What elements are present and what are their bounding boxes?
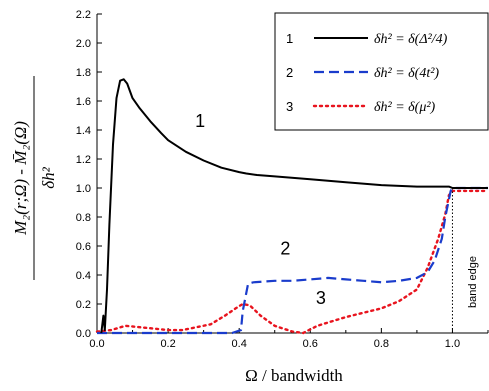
curve-annotations: 1 2 3 xyxy=(195,111,326,308)
legend-label: δh² = δ(μ²) xyxy=(374,100,436,115)
x-axis-label: Ω / bandwidth xyxy=(245,366,343,385)
series-line-2 xyxy=(97,186,488,335)
y-tick-label: 0.8 xyxy=(76,212,91,224)
series-line-3 xyxy=(95,189,489,335)
series-line-1 xyxy=(100,78,488,334)
y-tick-label: 1.0 xyxy=(76,183,91,195)
ticks: 0.0 0.2 0.4 0.6 0.8 1.0 0.0 0.2 0.4 0.6 0.8 1.0 1.2 1… xyxy=(76,9,489,350)
y-tick-label: 1.4 xyxy=(76,125,91,137)
curve-label: 2 xyxy=(280,239,290,259)
x-tick-label: 1.0 xyxy=(445,338,460,350)
band-edge-marker: band edge xyxy=(451,188,479,333)
legend-number: 2 xyxy=(286,65,293,80)
y-tick-label: 0.4 xyxy=(76,270,91,282)
legend-box xyxy=(274,12,489,131)
legend: 1 δh² = δ(Δ²/4) 2 δh² = δ(4t²) 3 δh² = δ(μ²) xyxy=(274,12,489,131)
series-lines xyxy=(95,78,489,335)
legend-label: δh² = δ(Δ²/4) xyxy=(374,32,448,47)
y-tick-label: 1.6 xyxy=(76,96,91,108)
x-tick-label: 0.0 xyxy=(89,338,104,350)
x-tick-label: 0.2 xyxy=(160,338,175,350)
y-tick-label: 1.8 xyxy=(76,67,91,79)
band-edge-label: band edge xyxy=(467,256,479,308)
x-tick-label: 0.4 xyxy=(232,338,247,350)
y-tick-label: 0.6 xyxy=(76,241,91,253)
legend-number: 3 xyxy=(286,99,293,114)
y-tick-label: 2.2 xyxy=(76,9,91,21)
x-tick-label: 0.6 xyxy=(303,338,318,350)
y-axis-label-denominator: δh² xyxy=(39,166,58,188)
x-tick-label: 0.8 xyxy=(374,338,389,350)
y-tick-label: 1.2 xyxy=(76,154,91,166)
legend-number: 1 xyxy=(286,31,293,46)
curve-label: 1 xyxy=(195,111,205,131)
y-axis-label: M₂(r;Ω) - M̄₂(Ω) δh² xyxy=(11,76,58,280)
y-tick-label: 2.0 xyxy=(76,38,91,50)
y-axis-label-numerator: M₂(r;Ω) - M̄₂(Ω) xyxy=(11,121,30,236)
curve-label: 3 xyxy=(316,288,326,308)
y-tick-label: 0.2 xyxy=(76,299,91,311)
legend-label: δh² = δ(4t²) xyxy=(374,66,439,81)
y-tick-label: 0.0 xyxy=(76,328,91,340)
